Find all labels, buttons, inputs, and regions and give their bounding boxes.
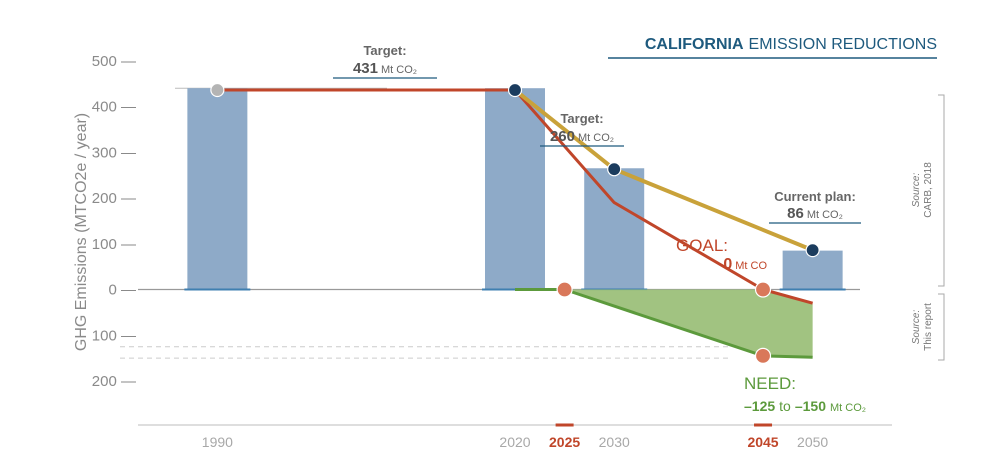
y-tick-label: 300 — bbox=[92, 144, 136, 161]
need-word: to bbox=[779, 398, 791, 414]
source-carb-bracket bbox=[938, 94, 945, 287]
annotation-target-2020: Target: 431 Mt CO₂ bbox=[333, 43, 437, 79]
bar bbox=[187, 88, 248, 290]
removal-area bbox=[564, 289, 813, 358]
removal-line bbox=[515, 288, 813, 359]
point-blue bbox=[607, 162, 622, 177]
y-tick-label: 0 — bbox=[108, 282, 136, 299]
point-blue bbox=[805, 243, 820, 258]
annotation-need: NEED: –125 to –150 Mt CO₂ bbox=[744, 374, 866, 414]
y-tick-label: 400 — bbox=[92, 99, 136, 116]
goal-value-text: 0 Mt CO bbox=[723, 256, 767, 273]
current-plan-value: 86 bbox=[787, 205, 804, 222]
x-tick-label: 2050 bbox=[797, 434, 828, 450]
point-orange bbox=[754, 281, 772, 298]
source-carb-heading: Source: bbox=[911, 173, 922, 208]
source-report-bracket bbox=[938, 293, 945, 361]
target-2030-value: 260 bbox=[550, 128, 575, 145]
source-report-heading: Source: bbox=[911, 310, 922, 345]
x-tick-label: 2030 bbox=[599, 434, 630, 450]
need-value-high: –150 bbox=[795, 398, 826, 414]
chart-title: CALIFORNIA EMISSION REDUCTIONS bbox=[645, 36, 937, 53]
current-plan-label: Current plan: bbox=[774, 189, 856, 204]
point-orange bbox=[556, 281, 573, 298]
point-orange bbox=[754, 347, 772, 364]
target-2020-value-text: 431 Mt CO₂ bbox=[353, 60, 417, 77]
x-tick-label: 2045 bbox=[747, 434, 778, 450]
goal-unit: Mt CO bbox=[735, 260, 767, 272]
goal-value: 0 bbox=[723, 256, 732, 273]
source-carb-text: CARB, 2018 bbox=[923, 162, 934, 218]
goal-line bbox=[217, 88, 814, 305]
x-tick-label: 1990 bbox=[202, 434, 233, 450]
source-report-text: This report bbox=[923, 303, 934, 351]
source-carb: Source: CARB, 2018 bbox=[911, 94, 945, 287]
need-value-low: –125 bbox=[744, 398, 775, 414]
bar bbox=[584, 168, 645, 290]
data-points bbox=[210, 82, 820, 364]
current-plan-value-text: 86 Mt CO₂ bbox=[787, 205, 843, 222]
removal-area-fill bbox=[564, 289, 813, 358]
target-2030-label: Target: bbox=[560, 111, 603, 126]
x-ticks: 1990 2020 2025 2030 2045 2050 bbox=[202, 423, 828, 450]
annotation-goal: GOAL: 0 Mt CO bbox=[676, 236, 767, 273]
target-2020-value: 431 bbox=[353, 60, 378, 77]
y-tick-label: 100 — bbox=[92, 236, 136, 253]
current-plan-unit: Mt CO₂ bbox=[807, 209, 843, 221]
annotation-current-plan: Current plan: 86 Mt CO₂ bbox=[769, 189, 861, 224]
target-2030-unit: Mt CO₂ bbox=[578, 132, 614, 144]
point-gray bbox=[210, 82, 225, 98]
y-axis-label: GHG Emissions (MTCO2e / year) bbox=[73, 113, 90, 351]
annotation-target-2030: Target: 260 Mt CO₂ bbox=[540, 111, 624, 147]
target-2020-label: Target: bbox=[363, 43, 406, 58]
target-2020-unit: Mt CO₂ bbox=[381, 64, 417, 76]
point-blue bbox=[507, 82, 523, 98]
goal-label: GOAL: bbox=[676, 236, 728, 255]
y-tick-label: 100 — bbox=[92, 327, 136, 344]
y-tick-label: 500 — bbox=[92, 53, 136, 70]
source-report: Source: This report bbox=[911, 293, 945, 361]
need-unit: Mt CO₂ bbox=[830, 402, 866, 414]
chart-title-bold: CALIFORNIA bbox=[645, 36, 744, 53]
x-tick-label: 2020 bbox=[499, 434, 530, 450]
need-label: NEED: bbox=[744, 374, 796, 393]
y-tick-label: 200 — bbox=[92, 373, 136, 390]
x-tick-label: 2025 bbox=[549, 434, 580, 450]
bars bbox=[184, 88, 846, 291]
chart-title-rest: EMISSION REDUCTIONS bbox=[749, 36, 937, 53]
y-ticks: 500 — 400 — 300 — 200 — 100 — 0 — 100 — 200 — bbox=[92, 53, 136, 390]
target-2030-value-text: 260 Mt CO₂ bbox=[550, 128, 614, 145]
y-tick-label: 200 — bbox=[92, 190, 136, 207]
need-value-text: –125 to –150 Mt CO₂ bbox=[744, 398, 866, 414]
bar bbox=[485, 88, 545, 290]
